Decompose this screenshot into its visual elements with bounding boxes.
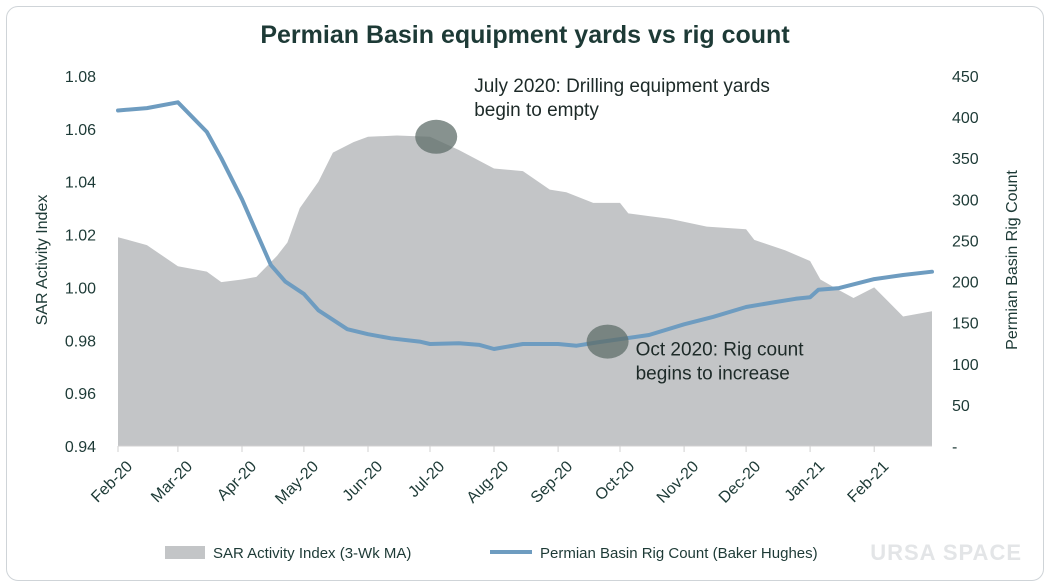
y-left-tick-label: 0.94 xyxy=(65,439,96,456)
y-right-tick-label: 200 xyxy=(952,275,979,292)
sar-area xyxy=(118,135,932,446)
rig-count-line xyxy=(116,100,934,351)
x-tick-label: Nov-20 xyxy=(654,458,703,507)
legend-label-rig: Permian Basin Rig Count (Baker Hughes) xyxy=(540,545,818,562)
x-tick-label: Jan-21 xyxy=(782,458,829,505)
x-tick-label: Jun-20 xyxy=(340,458,387,505)
y-right-tick-label: 50 xyxy=(952,398,970,415)
y-right-tick-label: 150 xyxy=(952,316,979,333)
y-left-tick-label: 0.96 xyxy=(65,386,96,403)
watermark: URSA SPACE xyxy=(870,540,1022,565)
annotation-text: July 2020: Drilling equipment yards xyxy=(474,76,770,97)
y-left-tick-label: 1.08 xyxy=(65,69,96,86)
y-left-tick-label: 1.04 xyxy=(65,175,96,192)
y-right-tick-label: 100 xyxy=(952,357,979,374)
y-right-tick-label: 450 xyxy=(952,69,979,86)
x-tick-label: Dec-20 xyxy=(716,458,765,507)
annotation-marker xyxy=(415,119,458,154)
x-tick-label: Feb-21 xyxy=(845,458,893,506)
annotation-text: begin to empty xyxy=(474,100,599,121)
x-tick-label: Sep-20 xyxy=(528,458,577,507)
y-right-tick-label: 400 xyxy=(952,110,979,127)
y-left-tick-label: 1.06 xyxy=(65,122,96,139)
y-right-tick-label: 300 xyxy=(952,192,979,209)
y-right-tick-label: 250 xyxy=(952,233,979,250)
y-right-tick-label: - xyxy=(952,439,957,456)
sar-area-layer xyxy=(118,135,932,446)
y-left-tick-label: 0.98 xyxy=(65,333,96,350)
chart-title: Permian Basin equipment yards vs rig cou… xyxy=(260,21,790,49)
x-tick-label: Jul-20 xyxy=(405,458,448,501)
annotation-text: Oct 2020: Rig count xyxy=(636,340,805,361)
legend: SAR Activity Index (3-Wk MA) Permian Bas… xyxy=(165,545,818,562)
y-axis-left-label: SAR Activity Index xyxy=(34,195,51,326)
x-tick-label: Feb-20 xyxy=(88,458,136,506)
y-right-tick-label: 350 xyxy=(952,151,979,168)
annotation-marker xyxy=(586,324,629,359)
x-tick-label: Aug-20 xyxy=(464,458,513,507)
y-left-tick-label: 1.00 xyxy=(65,280,96,297)
legend-label-sar: SAR Activity Index (3-Wk MA) xyxy=(213,545,411,562)
right-axis-ticks: - 50 100 150 200 250 300 350 400 450 xyxy=(952,69,979,456)
y-axis-right-label: Permian Basin Rig Count xyxy=(1004,170,1021,350)
x-tick-label: Oct-20 xyxy=(592,458,638,504)
annotation-layer: July 2020: Drilling equipment yards begin… xyxy=(415,76,804,385)
x-tick-label: May-20 xyxy=(272,458,322,508)
left-axis-ticks: 0.94 0.96 0.98 1.00 1.02 1.04 1.06 1.08 xyxy=(65,69,96,456)
x-tick-label: Mar-20 xyxy=(148,458,196,506)
legend-swatch-sar xyxy=(165,546,205,559)
rig-line-layer xyxy=(116,100,934,351)
y-left-tick-label: 1.02 xyxy=(65,228,96,245)
x-axis-ticks: Feb-20 Mar-20 Apr-20 May-20 Jun-20 Jul-20 Aug-… xyxy=(88,446,892,508)
x-tick-label: Apr-20 xyxy=(214,458,260,504)
annotation-text: begins to increase xyxy=(636,364,790,385)
